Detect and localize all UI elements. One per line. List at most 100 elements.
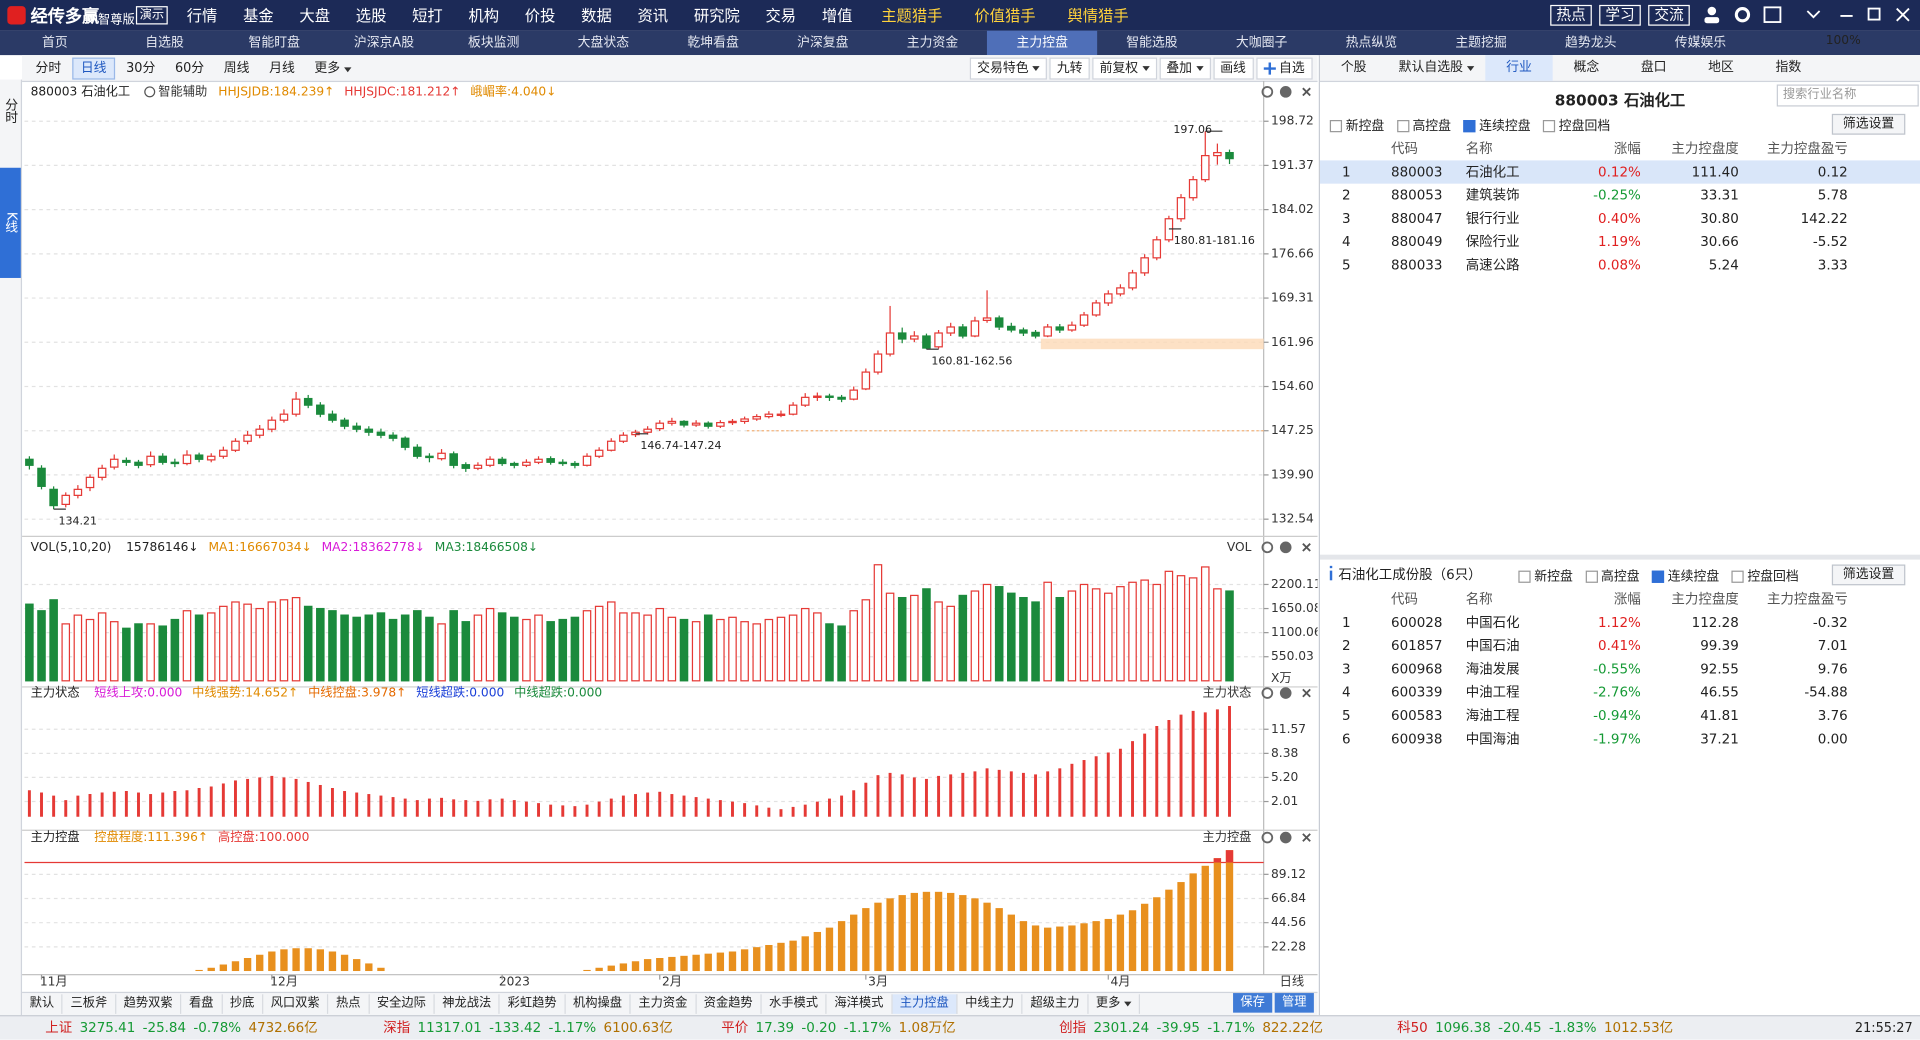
checkbox[interactable] [1396,119,1409,132]
menu-item[interactable]: 短打 [412,6,443,25]
filter-button[interactable]: 筛选设置 [1831,564,1906,586]
table-cell[interactable]: 石油化工 [1465,164,1520,181]
filter-option[interactable]: 控盘回档 [1542,116,1610,134]
indicator-tab[interactable]: 机构操盘 [565,994,631,1014]
tool-button[interactable]: 画线 [1212,57,1254,80]
menu-item[interactable]: 大盘 [299,6,331,25]
indicator-tab[interactable]: 主力资金 [631,994,697,1014]
collapse-icon[interactable] [1806,10,1821,19]
checkbox[interactable] [1463,119,1476,132]
filter-option[interactable]: 新控盘 [1518,567,1573,585]
indicator-tab[interactable]: 安全边际 [369,994,435,1014]
table-cell[interactable]: 银行行业 [1465,210,1520,227]
selected-row[interactable] [1320,160,1920,184]
indicator-tab[interactable]: 三板斧 [63,994,117,1014]
nav-tab[interactable]: 沪深复盘 [797,35,849,51]
indicator-tab[interactable]: 趋势双紫 [116,994,182,1014]
tool-button[interactable]: 交易特色 [969,57,1047,80]
nav-tab[interactable]: 主力控盘 [987,30,1098,56]
period-tab[interactable]: 周线 [223,61,250,76]
settings-icon[interactable] [1734,7,1751,23]
right-tab[interactable]: 默认自选股 [1387,55,1485,81]
checkbox[interactable] [1585,570,1598,583]
checkbox[interactable] [1731,570,1744,583]
indicator-tab[interactable]: 海洋模式 [827,994,893,1014]
table-cell[interactable]: 海油工程 [1465,707,1520,724]
nav-tab[interactable]: 首页 [41,35,68,51]
nav-tab[interactable]: 大盘状态 [577,35,630,51]
nav-tab[interactable]: 热点纵览 [1345,35,1398,51]
period-tab[interactable]: 日线 [72,57,116,80]
right-tab[interactable]: 概念 [1573,60,1600,75]
period-tab[interactable]: 分时 [35,61,62,76]
search-box[interactable]: 搜索行业名称 [1776,84,1919,107]
indicator-tab[interactable]: 风口双紫 [263,994,329,1014]
indicator-tab[interactable]: 看盘 [181,994,223,1014]
nav-tab[interactable]: 大咖圈子 [1235,35,1288,51]
index-quote[interactable]: 创指 2301.24 -39.95 -1.71% 822.22亿 [1014,1016,1352,1039]
indicator-tab[interactable]: 神龙战法 [435,994,501,1014]
menu-item[interactable]: 数据 [581,6,612,25]
nav-tab[interactable]: 传媒娱乐 [1674,35,1727,51]
menu-item[interactable]: 价投 [524,6,556,25]
menu-item[interactable]: 增值 [821,6,853,25]
table-cell[interactable]: 中国石化 [1465,614,1520,631]
checkbox[interactable] [1542,119,1556,132]
table-cell[interactable]: 海油发展 [1465,661,1520,678]
right-tab[interactable]: 盘口 [1640,60,1667,75]
table-cell[interactable]: 中油工程 [1465,684,1520,701]
side-tab[interactable]: K线 [0,167,21,278]
close-icon[interactable] [1896,7,1910,22]
table-cell[interactable]: 中国石油 [1465,637,1520,654]
index-quote[interactable]: 科50 1096.38 -20.45 -1.83% 1012.53亿 [1352,1016,1690,1039]
filter-option[interactable]: 高控盘 [1585,567,1640,585]
tool-button[interactable]: 九转 [1049,57,1090,80]
nav-tab[interactable]: 板块监测 [467,35,520,51]
menu-item[interactable]: 舆情猎手 [1067,6,1129,25]
nav-tab[interactable]: 智能选股 [1126,35,1178,51]
right-tab[interactable]: 指数 [1775,60,1802,75]
period-tab[interactable]: 30分 [126,61,156,76]
filter-option[interactable]: 连续控盘 [1651,567,1719,585]
menu-item[interactable]: 选股 [355,6,387,25]
menu-item[interactable]: 交易 [765,6,797,25]
indicator-tab[interactable]: 水手模式 [761,994,827,1014]
user-icon[interactable] [1707,6,1717,16]
period-tab[interactable]: 月线 [269,61,295,76]
filter-button[interactable]: 筛选设置 [1831,113,1906,135]
nav-tab[interactable]: 乾坤看盘 [687,35,739,51]
checkbox[interactable] [1651,570,1665,583]
period-tab[interactable]: 更多 [306,58,360,80]
tool-button[interactable]: 前复权 [1092,57,1157,80]
layout-icon[interactable] [1763,6,1782,23]
nav-tab[interactable]: 智能盯盘 [248,35,300,51]
indicator-tab[interactable]: 资金趋势 [696,994,762,1014]
table-cell[interactable]: 建筑装饰 [1465,187,1520,204]
indicator-tab[interactable]: 热点 [328,994,370,1014]
index-quote[interactable]: 上证 3275.41 -25.84 -0.78% 4732.66亿 [0,1016,338,1039]
table-cell[interactable]: 保险行业 [1465,233,1520,250]
quick-button[interactable]: 学习 [1599,4,1641,26]
table-cell[interactable]: 高速公路 [1465,257,1520,274]
filter-option[interactable]: 新控盘 [1329,116,1384,134]
checkbox[interactable] [1329,119,1343,132]
menu-item[interactable]: 机构 [468,6,500,25]
indicator-tab[interactable]: 抄底 [222,994,264,1014]
nav-tab[interactable]: 自选股 [145,35,184,51]
quick-button[interactable]: 交流 [1648,4,1690,26]
action-button[interactable]: 保存 [1233,993,1273,1013]
indicator-tab[interactable]: 更多 [1088,994,1141,1014]
menu-item[interactable]: 主题猎手 [881,6,943,25]
table-cell[interactable]: 中国海油 [1465,731,1520,747]
index-quote[interactable]: 深指 11317.01 -133.42 -1.17% 6100.63亿 [338,1016,676,1039]
side-tab[interactable]: 分时 [3,97,19,124]
action-button[interactable]: 管理 [1274,993,1314,1013]
filter-option[interactable]: 高控盘 [1396,116,1451,134]
tool-button[interactable]: 自选 [1255,57,1313,80]
menu-item[interactable]: 资讯 [637,6,669,25]
menu-item[interactable]: 行情 [186,6,218,25]
indicator-tab[interactable]: 默认 [22,994,63,1014]
indicator-tab[interactable]: 中线主力 [958,994,1023,1014]
right-tab[interactable]: 行业 [1485,55,1553,81]
period-tab[interactable]: 60分 [174,61,205,76]
